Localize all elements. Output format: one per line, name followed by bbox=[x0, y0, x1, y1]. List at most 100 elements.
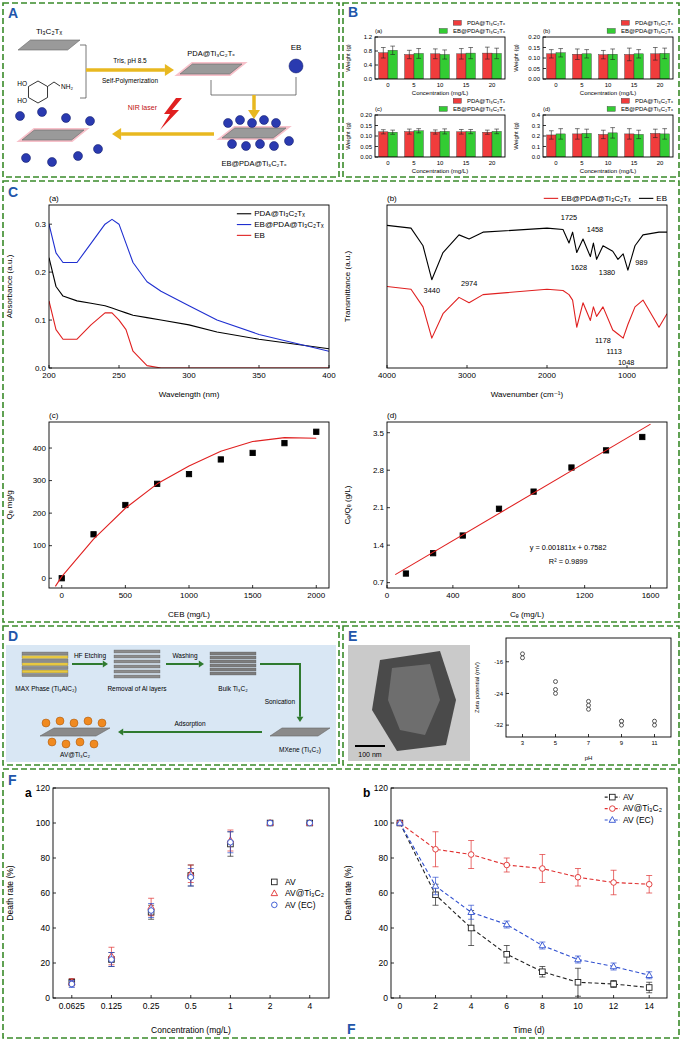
molecule bbox=[256, 140, 265, 149]
y-tick-label: 0.0 bbox=[532, 154, 541, 160]
panel-border bbox=[343, 3, 679, 177]
molecule bbox=[260, 116, 269, 125]
chart: 0.71.42.12.83.5040080012001600Cₑ (mg/L)C… bbox=[343, 411, 667, 619]
y-tick-label: 300 bbox=[33, 476, 47, 485]
y-tick-label: 2.1 bbox=[373, 503, 385, 512]
chart: 0.00.10.20.3200250300350400Wavelength (n… bbox=[5, 194, 336, 399]
molecule bbox=[48, 738, 56, 746]
y-tick-label: 3.5 bbox=[373, 429, 385, 438]
x-tick-label: 1 bbox=[228, 1001, 233, 1011]
data-point bbox=[186, 471, 191, 476]
data-point bbox=[314, 429, 319, 434]
chart: 0.000.050.100.150.2005101520Concentratio… bbox=[345, 98, 505, 174]
x-tick-label: 0 bbox=[385, 591, 390, 600]
x-tick bbox=[542, 995, 543, 998]
x-tick bbox=[399, 995, 400, 998]
y-tick bbox=[506, 661, 509, 662]
y-tick-label: 120 bbox=[36, 783, 50, 793]
data-point bbox=[468, 909, 474, 915]
data-point bbox=[620, 719, 624, 723]
x-tick-label: 350 bbox=[252, 371, 266, 380]
y-tick-label: 40 bbox=[379, 923, 389, 933]
annotation: 1725 bbox=[561, 213, 577, 222]
legend: EB@PDA@Ti₃C₂TₓEB bbox=[544, 194, 667, 203]
legend-entry: EB bbox=[237, 231, 265, 240]
legend-entry: AV@Ti₃C₂ bbox=[605, 803, 662, 813]
x-tick-label: 8 bbox=[540, 1001, 545, 1011]
data-point bbox=[307, 819, 313, 825]
chart: 0204060801001200.06250.1250.250.5124Conc… bbox=[5, 783, 330, 1035]
chart-title: b bbox=[363, 786, 370, 800]
y-tick-label: 0 bbox=[383, 993, 388, 1003]
layer bbox=[114, 670, 160, 673]
data-point bbox=[307, 820, 313, 826]
x-tick-label: 0 bbox=[398, 1001, 403, 1011]
x-tick-label: 800 bbox=[512, 591, 526, 600]
x-tick bbox=[190, 995, 191, 998]
data-point bbox=[397, 820, 403, 826]
data-point bbox=[653, 719, 657, 723]
error-bar bbox=[468, 129, 473, 133]
legend-swatch bbox=[237, 224, 251, 225]
label: NH₂ bbox=[61, 83, 73, 90]
legend: PDA@Ti₃C₂TₓEB@PDA@Ti₃C₂Tₓ bbox=[439, 98, 505, 112]
chart-title: (a) bbox=[375, 28, 382, 34]
panel-letter: E bbox=[348, 628, 357, 644]
plot-data bbox=[69, 819, 313, 987]
arrow bbox=[166, 663, 199, 665]
y-tick-label: 0.2 bbox=[35, 268, 47, 277]
label: EB bbox=[291, 43, 302, 52]
y-tick-label: 0.4 bbox=[532, 112, 541, 118]
legend-entry: EB@PDA@Ti₃C₂Tₓ bbox=[439, 28, 505, 34]
y-tick-label: 0.20 bbox=[528, 34, 540, 40]
y-tick-label: 0.05 bbox=[528, 66, 540, 72]
y-tick bbox=[387, 432, 390, 433]
layer bbox=[22, 652, 68, 655]
background bbox=[6, 645, 336, 762]
legend-swatch bbox=[607, 107, 615, 112]
molecule bbox=[248, 119, 257, 128]
x-axis-title: Cₑ (mg/L) bbox=[510, 610, 544, 619]
error-bar bbox=[433, 49, 438, 59]
x-axis-title: Time (d) bbox=[513, 1025, 544, 1035]
legend-marker bbox=[272, 902, 278, 908]
data-point bbox=[188, 874, 194, 880]
x-tick-label: 11 bbox=[651, 740, 658, 746]
annotation: 1628 bbox=[571, 263, 587, 272]
data-point bbox=[640, 434, 645, 439]
arrow bbox=[252, 95, 256, 110]
plot-frame bbox=[543, 37, 673, 79]
sheet bbox=[22, 130, 84, 140]
y-tick bbox=[391, 858, 394, 859]
data-point bbox=[282, 441, 287, 446]
y-tick bbox=[375, 146, 378, 147]
chart-title: (d) bbox=[387, 411, 397, 420]
legend-label: PDA@Ti₃C₂Tₓ bbox=[635, 98, 673, 104]
x-tick-label: 10 bbox=[437, 82, 444, 88]
chart-title: (d) bbox=[543, 106, 550, 112]
x-tick-label: 0 bbox=[554, 160, 558, 166]
data-point bbox=[267, 820, 273, 826]
panel-border bbox=[3, 769, 679, 1038]
error-bar bbox=[611, 870, 617, 895]
legend-label: PDA@Ti₃C₂Tₓ bbox=[635, 20, 673, 26]
error-bar bbox=[485, 130, 490, 134]
legend-entry: AV (EC) bbox=[272, 900, 316, 910]
x-tick bbox=[125, 585, 126, 588]
label: Tris, pH 8.5 bbox=[113, 57, 147, 65]
x-tick-label: 1600 bbox=[642, 591, 660, 600]
tem-image: 100 nm bbox=[348, 645, 470, 761]
x-tick-label: 0 bbox=[60, 591, 65, 600]
layer bbox=[210, 668, 256, 671]
panel-letter: F bbox=[347, 1021, 356, 1037]
molecule bbox=[270, 142, 279, 151]
data-point bbox=[620, 719, 624, 723]
legend-label: EB@PDA@Ti₃C₂Tₓ bbox=[453, 28, 505, 34]
y-tick-label: 0.00 bbox=[528, 76, 540, 82]
arrow-head bbox=[248, 110, 260, 119]
legend-entry: PDA@Ti₃C₂Tₓ bbox=[621, 20, 673, 26]
arrow-head bbox=[112, 128, 121, 140]
data-point bbox=[250, 450, 255, 455]
error-bar bbox=[407, 129, 412, 134]
molecule bbox=[289, 59, 303, 73]
